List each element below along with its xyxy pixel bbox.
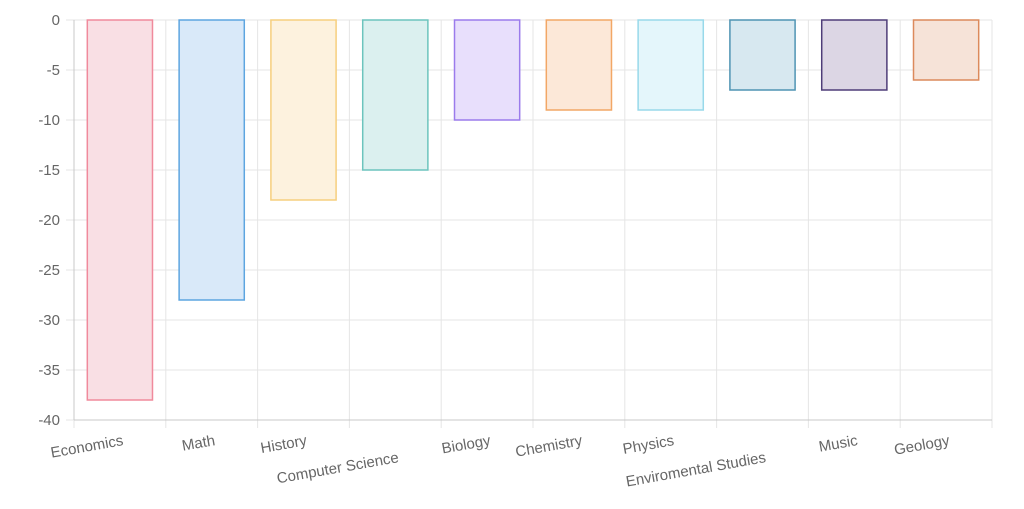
x-category-label: Enviromental Studies xyxy=(625,449,768,490)
x-category-label: Economics xyxy=(49,432,124,461)
x-category-label: Math xyxy=(181,432,217,455)
y-tick-label: -20 xyxy=(38,212,60,229)
bar-math[interactable] xyxy=(178,19,246,301)
x-category-label: Geology xyxy=(893,432,951,459)
bar-geology[interactable] xyxy=(912,19,980,81)
x-category-label: Computer Science xyxy=(276,449,400,487)
bar-biology[interactable] xyxy=(453,19,521,121)
axes xyxy=(73,20,992,421)
x-category-label: History xyxy=(259,432,308,457)
y-tick-label: -15 xyxy=(38,162,60,179)
x-category-label: Chemistry xyxy=(514,432,584,461)
y-tick-label: -40 xyxy=(38,412,60,429)
y-tick-label: -25 xyxy=(38,262,60,279)
bar-chemistry[interactable] xyxy=(545,19,613,111)
bar-enviromental-studies[interactable] xyxy=(729,19,796,91)
bar-history[interactable] xyxy=(270,19,337,201)
y-tick-label: -5 xyxy=(47,62,60,79)
y-tick-label: -35 xyxy=(38,362,60,379)
y-tick-label: -30 xyxy=(38,312,60,329)
bar-economics[interactable] xyxy=(86,19,154,401)
x-category-label: Music xyxy=(817,432,859,456)
x-category-label: Biology xyxy=(440,432,492,457)
x-category-label: Physics xyxy=(622,432,676,458)
bars xyxy=(86,19,980,401)
y-axis-tick-labels: 0 -5 -10 -15 -20 -25 -30 -35 -40 xyxy=(38,12,60,429)
y-tick-label: 0 xyxy=(52,12,60,29)
bar-computer-science[interactable] xyxy=(361,19,429,171)
y-tick-label: -10 xyxy=(38,112,60,129)
bar-physics[interactable] xyxy=(637,19,705,111)
bar-music[interactable] xyxy=(820,19,888,91)
